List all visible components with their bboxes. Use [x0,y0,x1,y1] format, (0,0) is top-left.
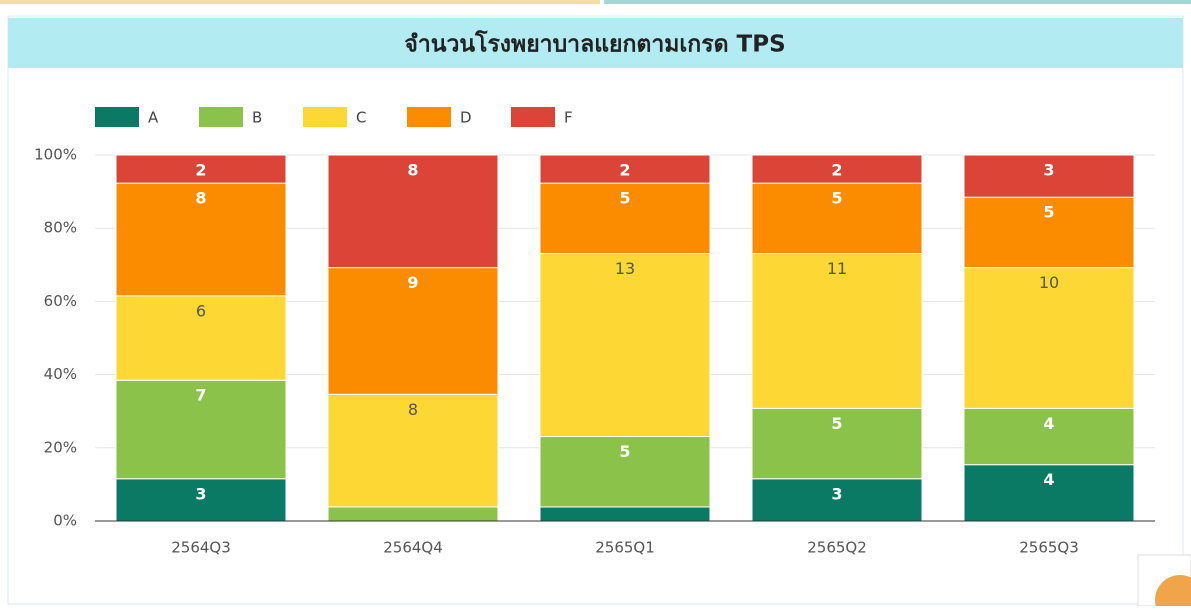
data-label: 3 [831,484,842,503]
data-label: 8 [195,189,206,208]
bar-segment [539,182,711,255]
legend-label: B [252,109,262,127]
legend-swatch [407,107,451,127]
bar-segment [539,154,711,184]
x-tick-label: 2564Q4 [383,539,443,557]
data-label: 9 [407,273,418,292]
data-label: 5 [831,414,842,433]
y-tick-label: 60% [44,292,77,310]
bar-segment [115,154,287,184]
bar-segment [115,295,287,381]
data-label: 6 [196,301,206,320]
legend-label: C [356,109,366,127]
x-tick-label: 2565Q2 [807,539,867,557]
legend-swatch [511,107,555,127]
data-label: 2 [195,161,206,180]
y-tick-label: 100% [34,146,77,164]
y-tick-label: 80% [44,219,77,237]
data-label: 7 [195,386,206,405]
bar-segment [327,267,499,395]
data-label: 4 [1043,414,1054,433]
top-strip [604,0,1191,4]
data-label: 8 [407,161,418,180]
data-label: 5 [619,442,630,461]
data-label: 5 [1043,203,1054,222]
data-label: 8 [408,400,418,419]
bar-segment [539,506,711,522]
bar-segment [539,253,711,438]
bar-segment [751,253,923,409]
legend-swatch [95,107,139,127]
bar-segment [751,154,923,184]
x-tick-label: 2564Q3 [171,539,231,557]
data-label: 4 [1043,470,1054,489]
legend-swatch [303,107,347,127]
data-label: 2 [619,161,630,180]
y-tick-label: 0% [53,512,77,530]
legend-label: A [148,109,159,127]
data-label: 10 [1039,273,1059,292]
data-label: 13 [615,259,635,278]
bar-segment [751,182,923,255]
chart-title: จำนวนโรงพยาบาลแยกตามเกรด TPS [404,30,785,58]
bar-segment [327,154,499,269]
top-strip [0,0,600,4]
data-label: 3 [1043,161,1054,180]
bar-segment [963,196,1135,269]
x-tick-label: 2565Q3 [1019,539,1079,557]
bar-segment [963,407,1135,466]
bar-segment [963,267,1135,409]
data-label: 2 [831,161,842,180]
y-tick-label: 40% [44,365,77,383]
data-label: 11 [827,259,847,278]
bar-segment [751,407,923,480]
corner-icon[interactable] [1155,575,1191,610]
bar-segment [963,154,1135,198]
legend-label: F [564,109,573,127]
data-label: 5 [831,189,842,208]
bar-segment [115,379,287,480]
legend-label: D [460,109,472,127]
bar-segment [327,506,499,522]
y-tick-label: 20% [44,438,77,456]
title-band [8,18,1183,68]
x-tick-label: 2565Q1 [595,539,655,557]
legend-swatch [199,107,243,127]
data-label: 3 [195,484,206,503]
bar-segment [115,182,287,297]
data-label: 5 [619,189,630,208]
bar-segment [539,436,711,508]
bar-segment [963,464,1135,522]
